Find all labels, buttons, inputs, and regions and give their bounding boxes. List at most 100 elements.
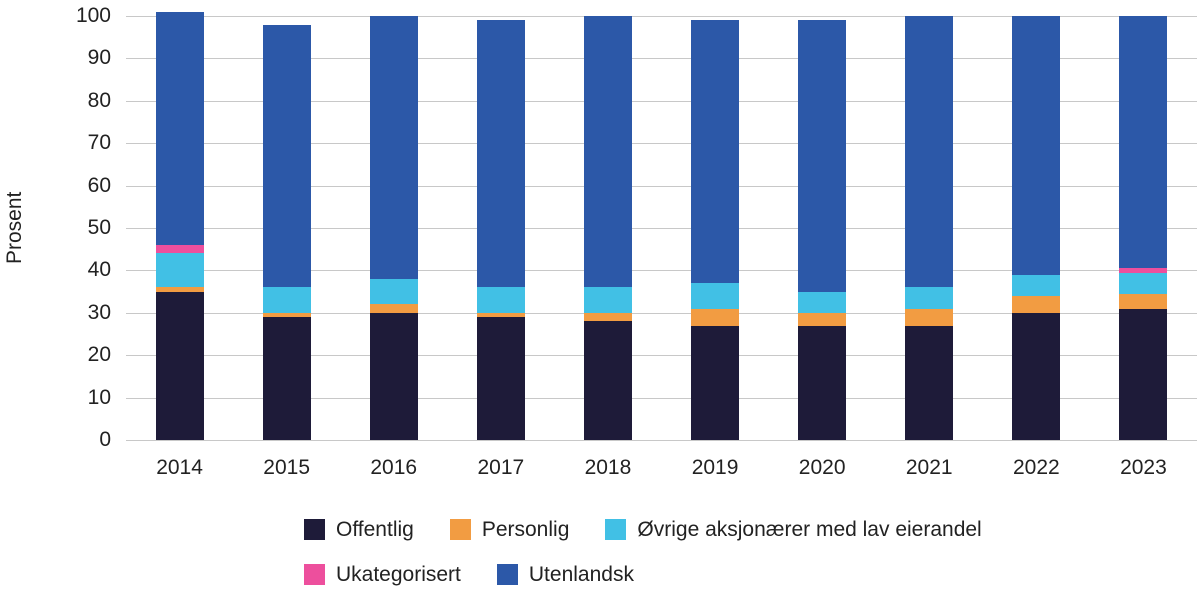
segment-personlig (583, 312, 632, 322)
segment-utenlandsk (798, 20, 847, 292)
x-tick-label: 2018 (584, 456, 632, 479)
x-tick-label: 2014 (156, 456, 203, 479)
bar-group (876, 16, 983, 440)
segment-utenlandsk (1012, 16, 1061, 275)
segment-personlig (476, 312, 525, 318)
y-tick-label: 80 (87, 88, 111, 112)
segment-personlig (905, 308, 954, 326)
bar-2018 (583, 16, 632, 440)
bar-group (340, 16, 447, 440)
segment-offentlig (798, 325, 847, 440)
segment-personlig (798, 312, 847, 326)
segment-offentlig (691, 325, 740, 440)
x-tick-label: 2023 (1120, 456, 1167, 479)
segment-offentlig (369, 312, 418, 440)
segment-utenlandsk (691, 20, 740, 284)
gridline (126, 440, 1197, 441)
legend-label: Ukategorisert (336, 563, 461, 586)
segment-offentlig (155, 291, 204, 440)
bar-group (662, 16, 769, 440)
gridline (126, 355, 1197, 357)
y-tick-label: 30 (87, 300, 111, 324)
legend-item-utenlandsk: Utenlandsk (496, 563, 634, 586)
bar-2019 (691, 20, 740, 440)
legend-swatch-ukategorisert-icon (304, 564, 325, 585)
y-tick-label: 40 (87, 258, 111, 282)
segment-offentlig (476, 317, 525, 440)
gridline (126, 228, 1197, 229)
gridline (126, 312, 1197, 314)
legend-label: Øvrige aksjonærer med lav eierandel (637, 518, 982, 541)
gridline (126, 397, 1197, 399)
gridline (126, 185, 1197, 187)
y-tick-label: 50 (87, 216, 111, 239)
bar-2022 (1012, 16, 1061, 440)
bar-group (769, 16, 876, 440)
x-tick-label: 2021 (905, 456, 953, 479)
bar-2023 (1119, 16, 1168, 440)
y-tick-label: 100 (75, 4, 111, 27)
segment-offentlig (1119, 308, 1168, 440)
segment-personlig (1012, 295, 1061, 313)
segment-personlig (1119, 293, 1168, 309)
segment-vrige-aksjon-rer-med-lav-eierandel (905, 287, 954, 309)
segment-utenlandsk (476, 20, 525, 288)
bar-2016 (369, 16, 418, 440)
legend-label: Utenlandsk (528, 563, 634, 586)
y-tick-label: 20 (87, 343, 111, 367)
segment-vrige-aksjon-rer-med-lav-eierandel (1119, 272, 1168, 294)
segment-utenlandsk (262, 24, 311, 288)
x-tick-label: 2019 (691, 456, 739, 479)
segment-ukategorisert (1119, 268, 1168, 273)
segment-utenlandsk (369, 16, 418, 279)
segment-utenlandsk (155, 11, 204, 245)
segment-personlig (369, 304, 418, 313)
bar-2017 (476, 20, 525, 440)
y-tick-label: 0 (99, 428, 111, 451)
segment-vrige-aksjon-rer-med-lav-eierandel (369, 278, 418, 305)
segment-personlig (155, 287, 204, 292)
segment-offentlig (1012, 312, 1061, 440)
legend-label: Offentlig (336, 518, 414, 541)
y-axis: 0 10 20 30 40 50 60 70 80 90 100 (0, 0, 111, 600)
plot-area (126, 11, 1197, 441)
bar-2020 (798, 20, 847, 440)
y-tick-label: 60 (87, 173, 111, 197)
segment-ukategorisert (155, 245, 204, 254)
legend-item-vrige-aksjon-rer-med-lav-eierandel: Øvrige aksjonærer med lav eierandel (605, 518, 982, 541)
segment-offentlig (905, 325, 954, 440)
segment-vrige-aksjon-rer-med-lav-eierandel (262, 287, 311, 313)
segment-utenlandsk (583, 16, 632, 288)
bar-2014 (155, 11, 204, 440)
x-tick-label: 2015 (263, 456, 310, 479)
segment-personlig (262, 312, 311, 318)
y-tick-label: 10 (87, 385, 111, 409)
bar-2015 (262, 24, 311, 440)
segment-vrige-aksjon-rer-med-lav-eierandel (155, 253, 204, 288)
bar-group (554, 16, 661, 440)
legend-swatch-personlig-icon (449, 519, 471, 540)
segment-personlig (691, 308, 740, 326)
x-tick-label: 2020 (798, 456, 846, 479)
bar-group (233, 16, 340, 440)
legend-swatch-offentlig-icon (304, 519, 325, 540)
bar-group (447, 16, 554, 440)
segment-offentlig (262, 317, 311, 440)
legend-item-ukategorisert: Ukategorisert (304, 563, 461, 586)
segment-utenlandsk (905, 16, 954, 288)
segment-vrige-aksjon-rer-med-lav-eierandel (476, 287, 525, 313)
gridline (126, 16, 1197, 17)
x-tick-label: 2017 (477, 456, 525, 479)
legend-item-personlig: Personlig (449, 518, 570, 541)
x-tick-label: 2016 (370, 456, 418, 479)
y-tick-label: 70 (87, 131, 111, 155)
y-tick-label: 90 (87, 46, 111, 70)
legend-item-offentlig: Offentlig (304, 518, 414, 541)
gridline (126, 100, 1197, 102)
legend-label: Personlig (481, 518, 570, 541)
segment-vrige-aksjon-rer-med-lav-eierandel (1012, 274, 1061, 296)
legend-swatch-vrige-aksjon-rer-med-lav-eierandel-icon (605, 519, 627, 540)
x-axis: 2014 2015 2016 2017 2018 2019 2020 2021 2022 2023 (126, 456, 1197, 486)
gridline (126, 143, 1197, 145)
